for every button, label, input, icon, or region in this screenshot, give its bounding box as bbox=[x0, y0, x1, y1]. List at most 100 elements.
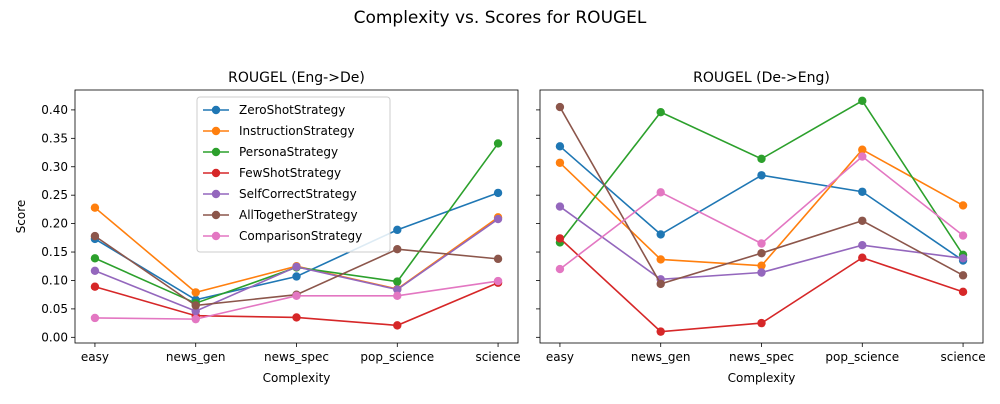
x-tick-label: science bbox=[475, 350, 520, 364]
x-tick-label: science bbox=[940, 350, 985, 364]
data-point-ZeroShotStrategy bbox=[656, 230, 665, 239]
data-point-PersonaStrategy bbox=[90, 254, 100, 263]
data-point-ComparisonStrategy bbox=[555, 264, 565, 274]
chart-eng-de: ROUGEL (Eng->De) easy news_gen news_spec pop… bbox=[14, 70, 521, 385]
x-axis-label: Complexity bbox=[728, 371, 796, 385]
data-point-ComparisonStrategy bbox=[90, 313, 100, 323]
plot-frame bbox=[74, 89, 519, 344]
data-point-AllTogetherStrategy bbox=[393, 244, 402, 254]
legend-entry: ComparisonStrategy bbox=[239, 229, 362, 243]
data-point-AllTogetherStrategy bbox=[555, 102, 565, 112]
x-tick-label: easy bbox=[81, 350, 109, 364]
data-point-FewShotStrategy bbox=[555, 234, 565, 243]
x-tick-label: news_gen bbox=[631, 350, 691, 364]
data-point-ComparisonStrategy bbox=[958, 231, 968, 240]
data-point-PersonaStrategy bbox=[858, 96, 867, 106]
data-point-InstructionStrategy bbox=[90, 203, 100, 212]
data-point-SelfCorrectStrategy bbox=[555, 202, 565, 211]
data-point-ZeroShotStrategy bbox=[493, 188, 503, 198]
figure-suptitle: Complexity vs. Scores for ROUGEL bbox=[354, 8, 647, 28]
data-point-FewShotStrategy bbox=[393, 321, 402, 330]
chart-title: ROUGEL (Eng->De) bbox=[228, 70, 365, 86]
legend-entry: AllTogetherStrategy bbox=[239, 208, 358, 222]
data-point-ZeroShotStrategy bbox=[393, 225, 402, 235]
legend-marker bbox=[211, 189, 221, 199]
chart-de-eng: ROUGEL (De->Eng) easy news_gen news_spec pop… bbox=[536, 70, 986, 385]
data-point-SelfCorrectStrategy bbox=[493, 214, 503, 224]
data-point-AllTogetherStrategy bbox=[757, 248, 766, 258]
data-point-AllTogetherStrategy bbox=[90, 231, 100, 241]
legend-marker bbox=[211, 231, 221, 241]
data-point-ComparisonStrategy bbox=[757, 239, 766, 248]
data-point-InstructionStrategy bbox=[858, 145, 867, 154]
y-tick-label: 0.20 bbox=[41, 217, 68, 231]
legend: ZeroShotStrategy InstructionStrategy Perso… bbox=[196, 96, 391, 253]
y-tick-label: 0.05 bbox=[41, 302, 68, 316]
x-axis-label: Complexity bbox=[263, 371, 331, 385]
data-point-ZeroShotStrategy bbox=[292, 272, 301, 281]
legend-entry: PersonaStrategy bbox=[239, 145, 338, 159]
data-point-FewShotStrategy bbox=[958, 287, 968, 297]
data-point-SelfCorrectStrategy bbox=[292, 262, 301, 272]
legend-marker bbox=[211, 168, 221, 178]
y-tick-label: 0.00 bbox=[41, 330, 68, 344]
y-tick-label: 0.40 bbox=[41, 103, 68, 117]
data-point-SelfCorrectStrategy bbox=[958, 254, 968, 263]
data-point-AllTogetherStrategy bbox=[191, 301, 200, 310]
x-tick-label: news_gen bbox=[166, 350, 226, 364]
chart-title: ROUGEL (De->Eng) bbox=[693, 70, 830, 86]
legend-entry: SelfCorrectStrategy bbox=[239, 187, 357, 201]
data-point-SelfCorrectStrategy bbox=[757, 268, 766, 277]
data-point-InstructionStrategy bbox=[757, 261, 766, 270]
data-point-InstructionStrategy bbox=[656, 255, 665, 264]
data-point-ComparisonStrategy bbox=[292, 291, 301, 301]
legend-marker bbox=[211, 147, 221, 157]
legend-entry: InstructionStrategy bbox=[239, 124, 355, 138]
legend-marker bbox=[211, 126, 221, 136]
data-point-ZeroShotStrategy bbox=[555, 142, 565, 151]
data-point-SelfCorrectStrategy bbox=[90, 266, 100, 275]
data-point-PersonaStrategy bbox=[493, 139, 503, 148]
data-point-FewShotStrategy bbox=[656, 327, 665, 336]
data-point-AllTogetherStrategy bbox=[858, 216, 867, 225]
data-point-PersonaStrategy bbox=[656, 107, 665, 117]
data-point-InstructionStrategy bbox=[958, 201, 968, 210]
data-point-FewShotStrategy bbox=[292, 313, 301, 322]
data-point-FewShotStrategy bbox=[90, 282, 100, 291]
y-tick-label: 0.35 bbox=[41, 131, 68, 145]
data-point-SelfCorrectStrategy bbox=[393, 285, 402, 294]
data-point-FewShotStrategy bbox=[858, 253, 867, 262]
data-point-ComparisonStrategy bbox=[858, 152, 867, 161]
data-point-PersonaStrategy bbox=[393, 277, 402, 286]
data-point-PersonaStrategy bbox=[757, 154, 766, 163]
data-point-AllTogetherStrategy bbox=[958, 271, 968, 280]
data-point-ZeroShotStrategy bbox=[757, 171, 766, 180]
legend-entry: ZeroShotStrategy bbox=[239, 103, 345, 117]
legend-marker bbox=[211, 210, 221, 220]
legend-marker bbox=[211, 105, 221, 115]
data-point-FewShotStrategy bbox=[757, 318, 766, 328]
y-tick-label: 0.10 bbox=[41, 273, 68, 287]
data-point-ComparisonStrategy bbox=[393, 291, 402, 301]
y-tick-label: 0.25 bbox=[41, 188, 68, 202]
x-tick-label: news_spec bbox=[729, 350, 794, 364]
data-point-ComparisonStrategy bbox=[493, 276, 503, 286]
y-axis-label: Score bbox=[14, 200, 28, 234]
y-tick-label: 0.15 bbox=[41, 245, 68, 259]
data-point-AllTogetherStrategy bbox=[493, 254, 503, 264]
plot-frame bbox=[539, 89, 984, 344]
x-tick-label: easy bbox=[546, 350, 574, 364]
x-tick-label: news_spec bbox=[264, 350, 329, 364]
series-line-InstructionStrategy bbox=[559, 148, 964, 267]
data-point-ComparisonStrategy bbox=[656, 188, 665, 197]
data-point-InstructionStrategy bbox=[555, 158, 565, 167]
legend-entry: FewShotStrategy bbox=[239, 166, 341, 180]
data-point-InstructionStrategy bbox=[191, 288, 200, 297]
data-point-ZeroShotStrategy bbox=[858, 187, 867, 196]
x-tick-label: pop_science bbox=[825, 350, 899, 364]
data-point-SelfCorrectStrategy bbox=[858, 241, 867, 250]
data-point-AllTogetherStrategy bbox=[656, 279, 665, 289]
y-tick-label: 0.30 bbox=[41, 160, 68, 174]
